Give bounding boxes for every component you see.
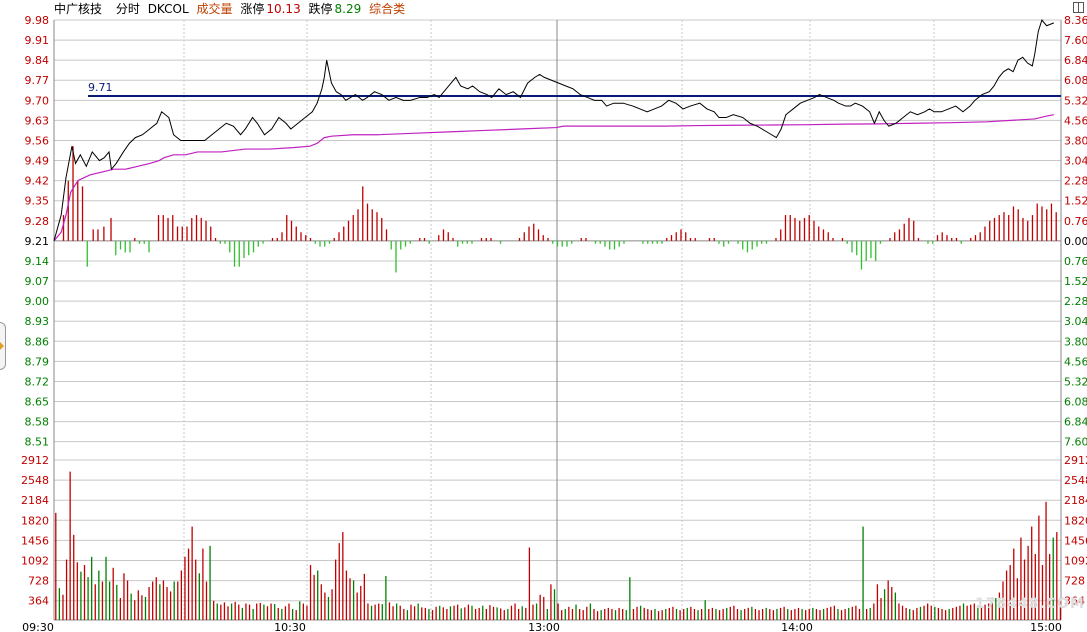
percent-tick-label: 0.76	[1064, 255, 1087, 268]
volume-tick-label: 2548	[21, 474, 49, 487]
price-tick-label: 9.84	[25, 54, 50, 67]
percent-tick-label: 4.56	[1064, 114, 1087, 127]
percent-tick-label: 6.08	[1064, 74, 1087, 87]
time-tick-label: 14:00	[781, 621, 813, 632]
watermark: 178448.COM	[975, 596, 1085, 612]
average-price-line	[53, 114, 1054, 242]
volume-tick-label: 728	[28, 575, 49, 588]
price-tick-label: 9.07	[25, 275, 50, 288]
volume-tick-label-right: 364	[1064, 595, 1085, 608]
limit-down-value: 8.29	[334, 2, 362, 16]
percent-tick-label: 7.60	[1064, 436, 1087, 449]
price-tick-label: 9.91	[25, 34, 50, 47]
percent-tick-label: 3.04	[1064, 315, 1087, 328]
percent-tick-label: 6.08	[1064, 396, 1087, 409]
volume-tick-label: 1092	[21, 555, 49, 568]
percent-tick-label: 3.04	[1064, 155, 1087, 168]
volume-tick-label-right: 2548	[1064, 474, 1087, 487]
indicator-name: DKCOL	[147, 2, 189, 16]
time-tick-label: 09:30	[22, 621, 54, 632]
volume-tick-label: 2912	[21, 454, 49, 467]
price-tick-label: 9.14	[25, 255, 50, 268]
volume-tick-label-right: 1820	[1064, 514, 1087, 527]
percent-tick-label: 0.76	[1064, 215, 1087, 228]
volume-tick-label-right: 1456	[1064, 534, 1087, 547]
percent-tick-label: 7.60	[1064, 34, 1087, 47]
volume-tick-label: 1820	[21, 514, 49, 527]
category-label: 综合类	[369, 2, 406, 16]
price-tick-label: 9.28	[25, 215, 50, 228]
time-tick-label: 13:00	[528, 621, 560, 632]
volume-tick-label-right: 728	[1064, 575, 1085, 588]
price-tick-label: 9.98	[25, 14, 50, 27]
percent-tick-label: 2.28	[1064, 175, 1087, 188]
volume-tick-label: 2184	[21, 494, 49, 507]
side-expand-tab[interactable]	[0, 322, 6, 370]
volume-tick-label: 364	[28, 595, 49, 608]
layout-toggle-icon[interactable]	[1073, 2, 1084, 13]
percent-tick-label: 4.56	[1064, 355, 1087, 368]
price-tick-label: 8.79	[25, 355, 50, 368]
limit-down-label: 跌停	[308, 2, 333, 16]
percent-tick-label: 3.80	[1064, 134, 1087, 147]
percent-tick-label: 1.52	[1064, 275, 1087, 288]
reference-line-label: 9.71	[88, 81, 113, 94]
price-line	[53, 18, 1055, 242]
percent-tick-label: 1.52	[1064, 195, 1087, 208]
percent-tick-label: 0.00	[1064, 235, 1087, 248]
price-tick-label: 9.00	[25, 295, 50, 308]
percent-tick-label: 3.80	[1064, 335, 1087, 348]
time-tick-label: 15:00	[1030, 621, 1062, 632]
limit-up-label: 涨停	[240, 2, 265, 16]
price-tick-label: 8.93	[25, 315, 50, 328]
limit-up-value: 10.13	[266, 2, 301, 16]
price-tick-label: 8.58	[25, 416, 50, 429]
percent-tick-label: 8.36	[1064, 14, 1087, 27]
price-tick-label: 9.56	[25, 134, 50, 147]
volume-tick-label-right: 1092	[1064, 555, 1087, 568]
volume-tick-label-right: 2912	[1064, 454, 1087, 467]
volume-tick-label-right: 2184	[1064, 494, 1087, 507]
percent-tick-label: 5.32	[1064, 94, 1087, 107]
arrow-right-icon	[0, 341, 4, 351]
volume-label: 成交量	[196, 2, 233, 16]
chart-header: 中广核技 分时 DKCOL 成交量 涨停 10.13 跌停 8.29 综合类	[54, 0, 409, 20]
price-tick-label: 9.77	[25, 74, 50, 87]
stock-name: 中广核技	[54, 2, 103, 16]
price-tick-label: 8.72	[25, 375, 50, 388]
price-tick-label: 9.35	[25, 195, 50, 208]
price-tick-label: 8.65	[25, 396, 50, 409]
price-tick-label: 9.63	[25, 114, 50, 127]
chart-mode: 分时	[115, 2, 140, 16]
price-tick-label: 9.70	[25, 94, 50, 107]
price-tick-label: 9.49	[25, 155, 50, 168]
price-tick-label: 8.51	[25, 436, 50, 449]
price-tick-label: 9.42	[25, 175, 50, 188]
price-tick-label: 9.21	[25, 235, 50, 248]
percent-tick-label: 6.84	[1064, 54, 1087, 67]
percent-tick-label: 6.84	[1064, 416, 1087, 429]
percent-tick-label: 2.28	[1064, 295, 1087, 308]
time-tick-label: 10:30	[274, 621, 306, 632]
percent-tick-label: 5.32	[1064, 375, 1087, 388]
volume-tick-label: 1456	[21, 534, 49, 547]
price-tick-label: 8.86	[25, 335, 50, 348]
